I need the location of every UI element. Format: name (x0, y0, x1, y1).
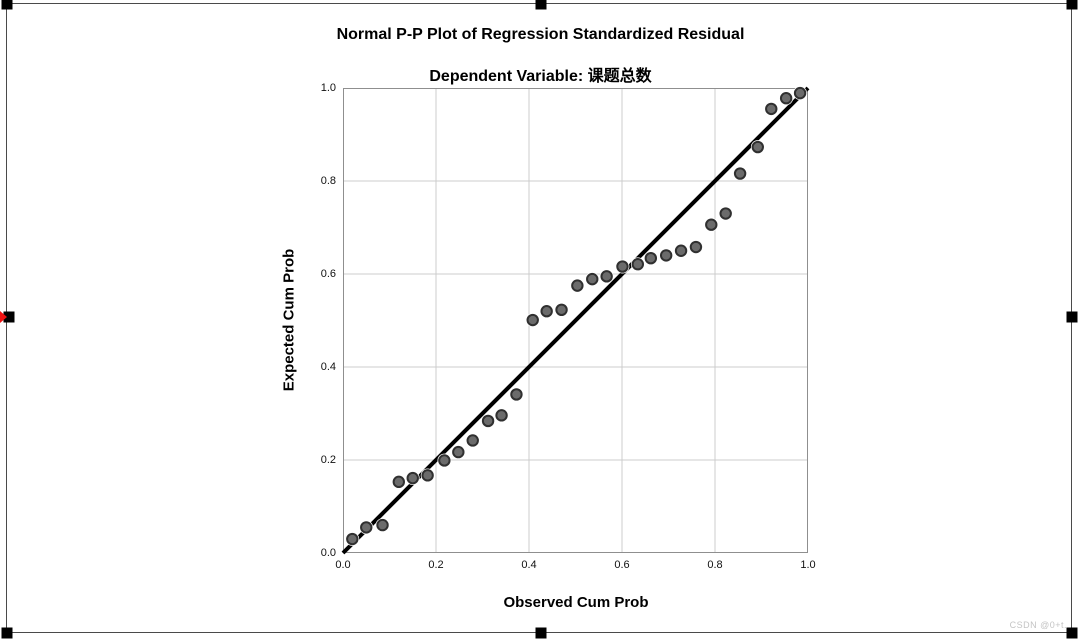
selection-handle-top-left[interactable] (1, 0, 13, 10)
x-tick-label: 0.8 (707, 559, 723, 571)
selection-handle-bottom-left[interactable] (1, 627, 13, 639)
selection-handle-top-middle[interactable] (535, 0, 547, 10)
x-axis-title: Observed Cum Prob (503, 594, 649, 611)
selection-handle-middle-left[interactable] (3, 311, 15, 323)
selection-handle-bottom-right[interactable] (1066, 627, 1078, 639)
y-tick-label: 0.4 (320, 361, 336, 373)
y-tick-label: 0.0 (320, 547, 336, 559)
y-tick-label: 0.8 (320, 175, 336, 187)
y-axis-title: Expected Cum Prob (280, 248, 298, 392)
anchor-marker-icon (0, 311, 7, 323)
x-tick-label: 0.0 (335, 559, 351, 571)
x-tick-label: 0.2 (428, 559, 444, 571)
x-tick-label: 0.4 (521, 559, 537, 571)
y-tick-label: 0.2 (320, 454, 336, 466)
selection-handle-bottom-middle[interactable] (535, 627, 547, 639)
x-tick-label: 1.0 (800, 559, 816, 571)
x-tick-label: 0.6 (614, 559, 630, 571)
selection-handle-top-right[interactable] (1066, 0, 1078, 10)
plot-area (341, 86, 810, 555)
chart-title: Normal P-P Plot of Regression Standardiz… (336, 26, 745, 43)
selection-handle-middle-right[interactable] (1066, 311, 1078, 323)
watermark: CSDN @0+t. (1009, 620, 1067, 630)
y-tick-label: 0.6 (320, 268, 336, 280)
chart-subtitle: Dependent Variable: 课题总数 (429, 68, 652, 85)
y-tick-label: 1.0 (320, 82, 336, 94)
